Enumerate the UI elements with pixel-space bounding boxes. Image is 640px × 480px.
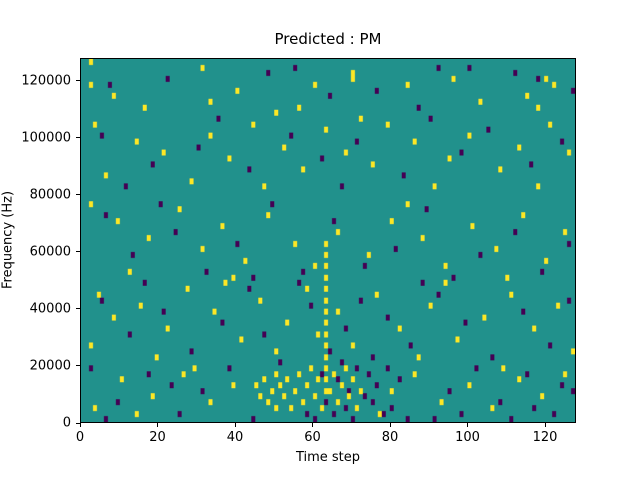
x-tick-label: 120: [532, 430, 558, 445]
y-tick-label: 60000: [29, 244, 71, 260]
x-tick-mark: [467, 423, 468, 427]
x-tick-label: 80: [381, 430, 399, 445]
heatmap-canvas: [81, 59, 575, 422]
x-tick-label: 100: [455, 430, 480, 445]
x-tick-mark: [312, 423, 313, 427]
y-tick-label: 0: [62, 415, 71, 431]
y-tick-mark: [76, 308, 80, 310]
y-tick-mark: [76, 422, 80, 424]
x-tick-mark: [79, 423, 81, 427]
y-tick-label: 120000: [21, 73, 71, 89]
chart-title: Predicted : PM: [274, 30, 382, 48]
x-tick-label: 60: [304, 430, 321, 445]
x-tick-mark: [234, 423, 236, 427]
y-tick-label: 100000: [21, 130, 71, 146]
y-tick-label: 40000: [29, 301, 71, 317]
x-tick-mark: [389, 423, 391, 427]
x-tick-label: 0: [75, 430, 85, 445]
y-tick-label: 20000: [29, 358, 71, 374]
x-tick-label: 40: [226, 430, 244, 445]
y-axis-ticks: 0 20000 40000 60000 80000 100000 120000: [0, 58, 80, 431]
y-tick-mark: [76, 365, 80, 367]
x-axis-ticks: 0 20 40 60 80 100 120: [76, 423, 576, 457]
x-tick-mark: [544, 423, 546, 427]
x-tick-label: 20: [149, 430, 166, 445]
y-tick-mark: [76, 194, 80, 196]
y-tick-mark: [76, 80, 80, 82]
plot-area: [80, 58, 576, 423]
x-tick-mark: [157, 423, 158, 427]
y-tick-mark: [76, 251, 80, 253]
y-tick-mark: [76, 137, 80, 139]
y-tick-label: 80000: [29, 187, 71, 203]
x-axis-label: Time step: [295, 450, 361, 465]
